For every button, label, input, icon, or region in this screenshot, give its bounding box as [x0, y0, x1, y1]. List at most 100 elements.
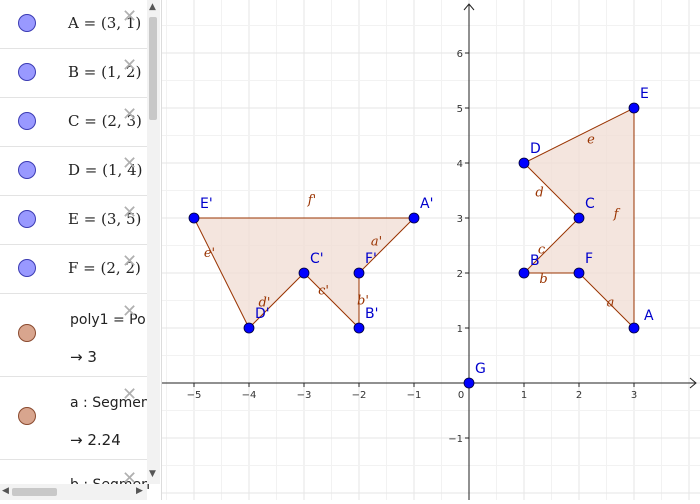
close-icon[interactable]: ✕: [122, 104, 138, 125]
y-tick-label: 1: [457, 324, 463, 335]
coordinate-plane[interactable]: −5 −4 −3 −2 −1 0 1 2 3 6 5 4 3 2 1 −1 a bc d e f a' b' c' d' e' f'…: [138, 0, 700, 500]
x-tick-label: −1: [407, 390, 422, 401]
point-visibility-toggle-icon[interactable]: [18, 161, 36, 179]
y-tick-label: −1: [448, 434, 463, 445]
horizontal-scrollbar[interactable]: ◀ ▶: [0, 484, 147, 500]
segment-label: e': [204, 246, 215, 261]
point-label: G: [475, 361, 486, 377]
scrollbar-thumb[interactable]: [12, 488, 57, 496]
graphics-view[interactable]: −5 −4 −3 −2 −1 0 1 2 3 6 5 4 3 2 1 −1 a b c d e f a' b' c' d' e' f'…: [138, 0, 700, 500]
algebra-item-label[interactable]: E = (3, 5): [68, 210, 142, 228]
algebra-item-label[interactable]: a : Segmen: [70, 395, 150, 411]
point-c-prime[interactable]: [298, 267, 310, 279]
point-visibility-toggle-icon[interactable]: [18, 210, 36, 228]
close-icon[interactable]: ✕: [122, 301, 138, 322]
scroll-left-icon[interactable]: ◀: [2, 486, 9, 496]
point-label: B': [365, 306, 378, 322]
point-f[interactable]: [573, 267, 585, 279]
algebra-item-label[interactable]: A = (3, 1): [68, 14, 142, 32]
point-visibility-toggle-icon[interactable]: [18, 259, 36, 277]
point-visibility-toggle-icon[interactable]: [18, 112, 36, 130]
x-tick-label: 0: [458, 390, 464, 401]
close-icon[interactable]: ✕: [122, 55, 138, 76]
algebra-item-point-d[interactable]: D = (1, 4) ✕: [0, 147, 147, 196]
y-tick-label: 2: [457, 269, 463, 280]
segment-label: a: [607, 296, 615, 311]
segment-label: a': [371, 235, 382, 250]
segment-label: d: [535, 186, 543, 201]
segment-label: d': [259, 296, 271, 311]
algebra-item-point-e[interactable]: E = (3, 5) ✕: [0, 196, 147, 245]
point-label: A: [644, 308, 654, 324]
point-label: D: [530, 141, 541, 157]
x-tick-label: 2: [576, 390, 582, 401]
x-tick-label: −5: [187, 390, 202, 401]
y-tick-label: 4: [457, 159, 463, 170]
x-axis-arrow-icon: [689, 377, 697, 389]
y-tick-label: 6: [457, 49, 463, 60]
algebra-item-label[interactable]: D = (1, 4): [68, 161, 143, 179]
x-tick-label: −4: [242, 390, 257, 401]
point-d[interactable]: [518, 157, 530, 169]
segment-label: b': [357, 294, 369, 309]
algebra-item-value: → 2.24: [70, 431, 121, 449]
point-e[interactable]: [628, 102, 640, 114]
point-visibility-toggle-icon[interactable]: [18, 14, 36, 32]
scroll-down-icon[interactable]: ▼: [149, 469, 156, 479]
algebra-item-point-b[interactable]: B = (1, 2) ✕: [0, 49, 147, 98]
x-tick-label: 3: [631, 390, 637, 401]
close-icon[interactable]: ✕: [122, 153, 138, 174]
segment-label: e: [587, 133, 595, 148]
point-g[interactable]: [463, 377, 475, 389]
algebra-item-value: → 3: [70, 348, 97, 366]
point-label: F: [585, 251, 593, 267]
algebra-item-label[interactable]: B = (1, 2): [68, 63, 142, 81]
algebra-item-polygon[interactable]: poly1 = Po → 3 ✕: [0, 294, 147, 377]
segment-visibility-toggle-icon[interactable]: [18, 407, 36, 425]
point-label: B: [530, 253, 540, 269]
algebra-view: A = (3, 1) ✕ B = (1, 2) ✕ C = (2, 3) ✕ D…: [0, 0, 162, 500]
point-b-prime[interactable]: [353, 322, 365, 334]
point-label: E: [640, 86, 649, 102]
segment-label: f: [613, 207, 621, 222]
scrollbar-thumb[interactable]: [149, 17, 157, 120]
y-tick-label: 3: [457, 214, 463, 225]
point-label: D': [255, 306, 270, 322]
close-icon[interactable]: ✕: [122, 202, 138, 223]
point-c[interactable]: [573, 212, 585, 224]
point-label: C: [585, 196, 595, 212]
polygon-visibility-toggle-icon[interactable]: [18, 324, 36, 342]
point-visibility-toggle-icon[interactable]: [18, 63, 36, 81]
point-a[interactable]: [628, 322, 640, 334]
algebra-item-point-a[interactable]: A = (3, 1) ✕: [0, 0, 147, 49]
segment-label: c': [318, 284, 329, 299]
algebra-item-point-f[interactable]: F = (2, 2) ✕: [0, 245, 147, 294]
segment-label: f': [307, 193, 316, 208]
point-d-prime[interactable]: [243, 322, 255, 334]
x-tick-label: 1: [521, 390, 527, 401]
algebra-item-label[interactable]: C = (2, 3): [68, 112, 142, 130]
point-b[interactable]: [518, 267, 530, 279]
algebra-item-segment-a[interactable]: a : Segmen → 2.24 ✕: [0, 377, 150, 460]
scroll-up-icon[interactable]: ▲: [149, 2, 156, 12]
algebra-item-label[interactable]: F = (2, 2): [68, 259, 141, 277]
point-e-prime[interactable]: [188, 212, 200, 224]
point-label: F': [365, 251, 377, 267]
x-tick-label: −3: [297, 390, 312, 401]
scroll-right-icon[interactable]: ▶: [136, 486, 143, 496]
close-icon[interactable]: ✕: [122, 384, 138, 405]
point-label: E': [200, 196, 213, 212]
point-f-prime[interactable]: [353, 267, 365, 279]
close-icon[interactable]: ✕: [122, 6, 138, 27]
x-tick-label: −2: [352, 390, 367, 401]
vertical-scrollbar[interactable]: ▲ ▼: [147, 0, 160, 484]
close-icon[interactable]: ✕: [122, 468, 138, 489]
point-a-prime[interactable]: [408, 212, 420, 224]
segment-label: b: [539, 272, 547, 287]
algebra-item-label[interactable]: poly1 = Po: [70, 312, 146, 328]
y-axis-arrow-icon: [463, 3, 475, 11]
segment-label: c: [538, 243, 546, 258]
point-label: C': [310, 251, 324, 267]
algebra-item-point-c[interactable]: C = (2, 3) ✕: [0, 98, 147, 147]
close-icon[interactable]: ✕: [122, 251, 138, 272]
